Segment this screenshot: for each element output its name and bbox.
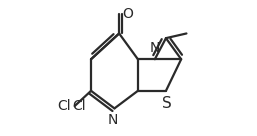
Text: O: O bbox=[122, 7, 133, 21]
Text: Cl: Cl bbox=[57, 99, 71, 113]
Text: N: N bbox=[150, 41, 160, 55]
Text: N: N bbox=[108, 113, 118, 127]
Text: S: S bbox=[162, 95, 172, 111]
Text: Cl: Cl bbox=[72, 99, 86, 113]
